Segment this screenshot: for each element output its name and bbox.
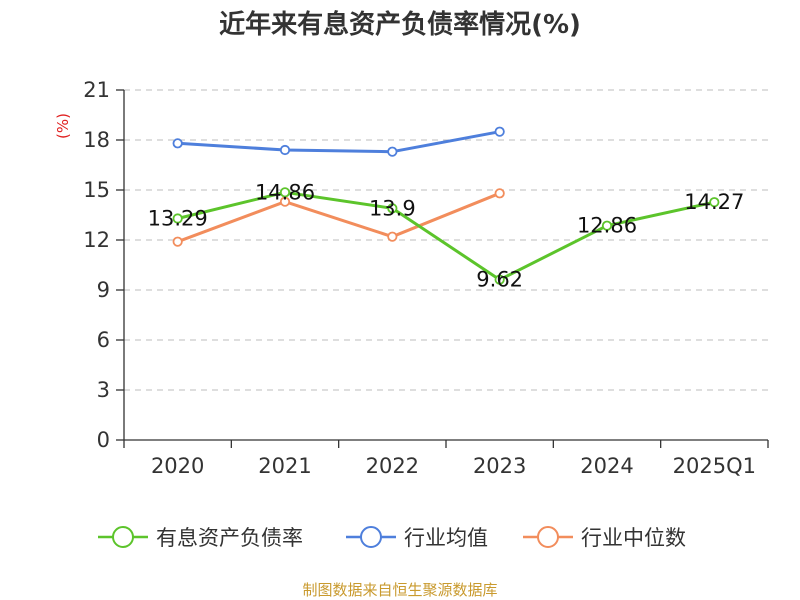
- data-label: 14.27: [684, 190, 744, 214]
- legend-item: 行业中位数: [523, 526, 686, 550]
- data-point: [601, 220, 613, 231]
- gridlines: [124, 89, 768, 391]
- data-label: 14.86: [255, 180, 315, 204]
- legend-marker: [112, 526, 134, 548]
- data-label: 13.29: [148, 207, 208, 231]
- data-point: [494, 274, 505, 285]
- data-label: 12.86: [577, 214, 637, 238]
- x-tick-label: 2024: [580, 454, 633, 478]
- source-note: 制图数据来自恒生聚源数据库: [302, 581, 497, 599]
- data-point: [387, 203, 398, 214]
- data-point: [172, 236, 183, 247]
- data-point: [709, 197, 720, 208]
- y-tick-label: 3: [97, 378, 110, 402]
- y-tick-label: 21: [83, 78, 110, 102]
- x-tick-label: 2022: [366, 454, 419, 478]
- y-tick-label: 15: [83, 178, 110, 202]
- data-point: [279, 187, 291, 198]
- data-label: 13.9: [369, 196, 416, 220]
- x-tick-label: 2020: [151, 454, 204, 478]
- y-tick-label: 12: [83, 228, 110, 252]
- legend-label: 行业均值: [404, 526, 488, 550]
- data-point: [494, 126, 505, 137]
- data-point: [387, 231, 398, 242]
- series-line: [177, 190, 715, 282]
- y-axis-unit-label: (%): [54, 113, 72, 139]
- legend-label: 行业中位数: [581, 526, 686, 550]
- y-tick-label: 18: [83, 128, 110, 152]
- series-0: [172, 187, 720, 285]
- data-point: [172, 213, 183, 224]
- series-1: [172, 126, 505, 157]
- chart-title: 近年来有息资产负债率情况(%): [219, 9, 581, 40]
- y-tick-label: 0: [97, 428, 110, 452]
- series-2: [172, 188, 505, 247]
- x-tick-label: 2025Q1: [673, 454, 756, 478]
- data-label: 9.62: [476, 268, 523, 292]
- y-tick-label: 9: [97, 278, 110, 302]
- series-line: [177, 130, 500, 154]
- data-point: [494, 188, 505, 199]
- data-point: [172, 138, 183, 149]
- legend-marker: [360, 526, 382, 548]
- legend-label: 有息资产负债率: [156, 526, 303, 550]
- data-point: [279, 196, 291, 207]
- y-tick-label: 6: [97, 328, 110, 352]
- data-labels: 13.29 14.86 13.9 9.62 12.86 14.27: [148, 180, 745, 291]
- series-line: [177, 191, 501, 244]
- data-point: [279, 144, 291, 156]
- data-point: [387, 146, 398, 157]
- legend: 有息资产负债率 行业均值 行业中位数: [98, 526, 686, 550]
- x-tick-label: 2023: [473, 454, 526, 478]
- legend-item: 有息资产负债率: [98, 526, 303, 550]
- x-tick-label: 2021: [258, 454, 311, 478]
- series-lines: [172, 126, 720, 285]
- legend-marker: [537, 526, 559, 548]
- axes: 0 3 6 9 12 15 18 21 2020 2021 2022 2023 2024 2025Q1: [83, 78, 769, 478]
- legend-item: 行业均值: [346, 526, 488, 550]
